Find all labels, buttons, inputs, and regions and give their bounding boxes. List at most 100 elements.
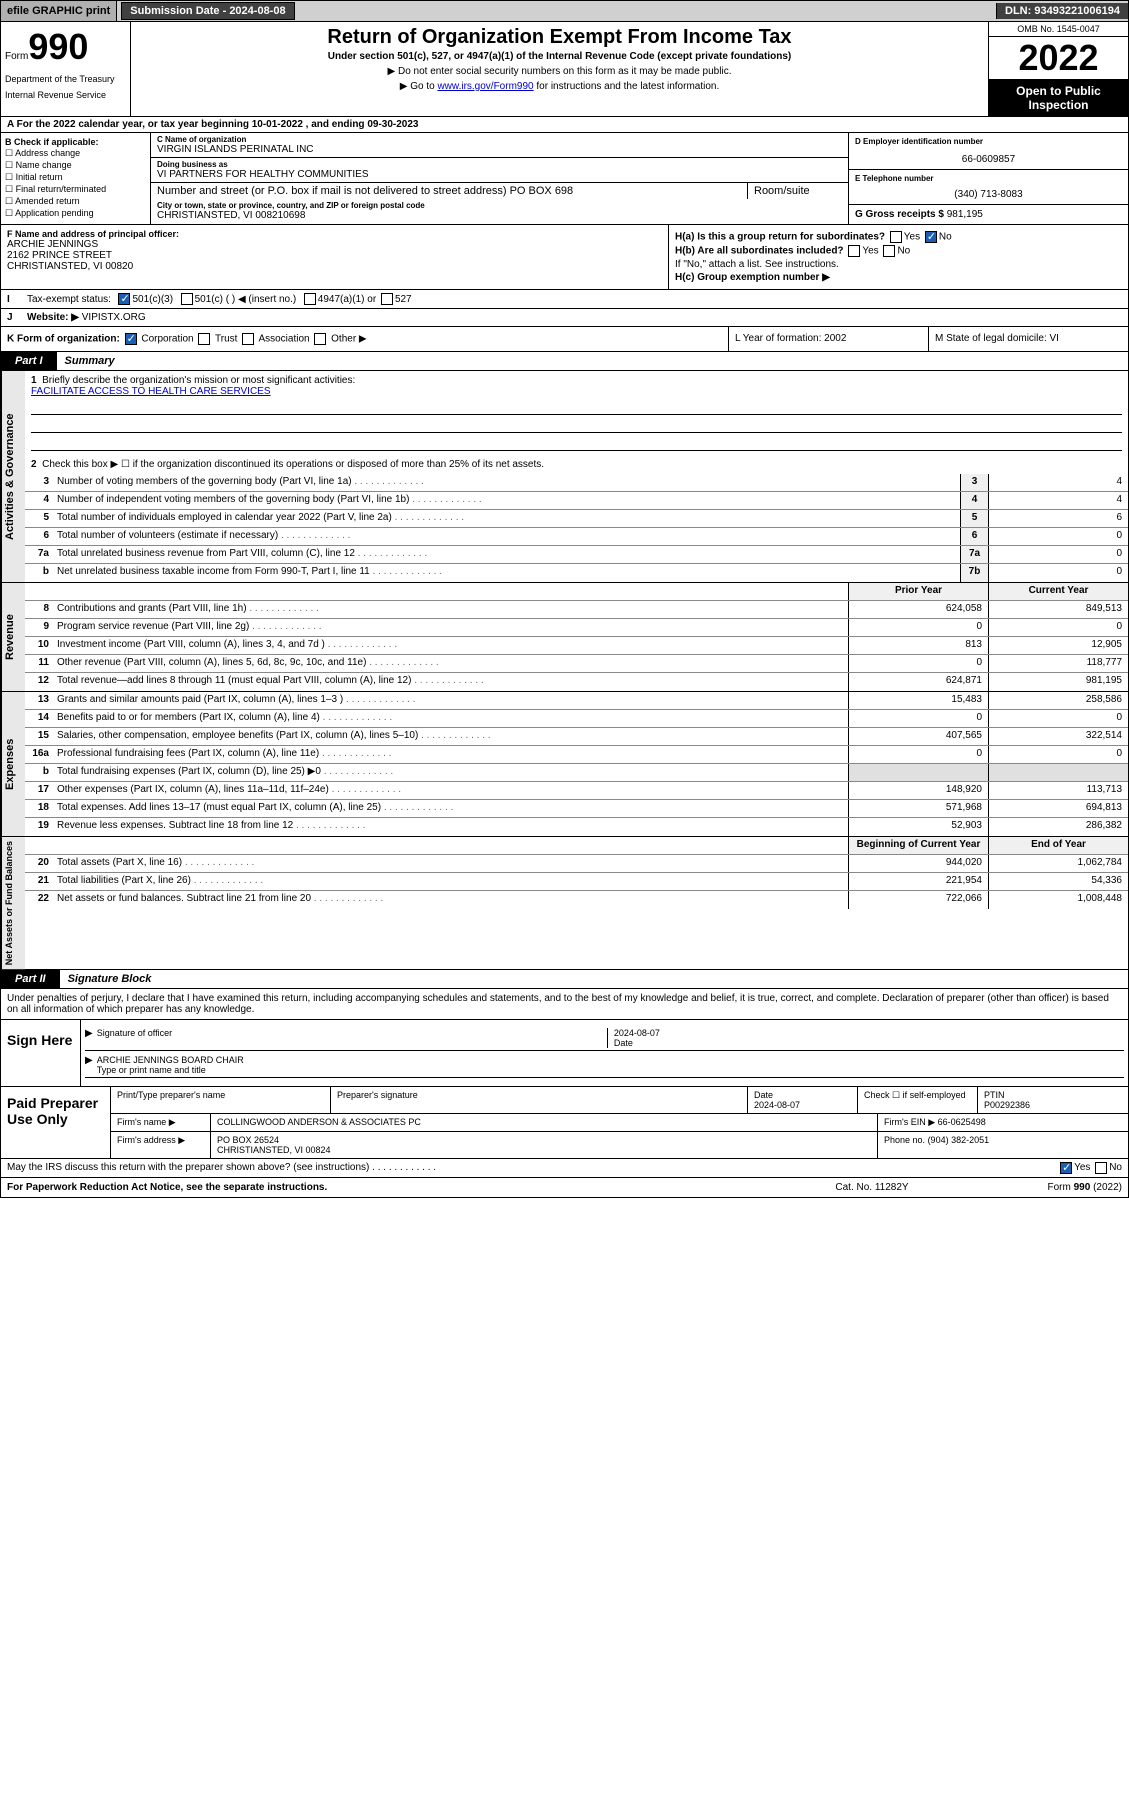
sig-date-col: 2024-08-07 Date: [607, 1028, 1124, 1048]
ha-yes[interactable]: [890, 231, 902, 243]
part1-title: Summary: [57, 352, 123, 370]
chk-527[interactable]: [381, 293, 393, 305]
tax-exempt-text: Tax-exempt status:: [27, 294, 111, 305]
efile-label: efile GRAPHIC print: [1, 1, 117, 21]
chk-pending[interactable]: ☐ Application pending: [5, 208, 146, 219]
table-row: 13 Grants and similar amounts paid (Part…: [25, 692, 1128, 710]
firm-addr2: CHRISTIANSTED, VI 00824: [217, 1145, 871, 1155]
part2-title: Signature Block: [60, 970, 160, 988]
footer-mid: Cat. No. 11282Y: [772, 1182, 972, 1193]
hdr-prior: Prior Year: [848, 583, 988, 600]
firm-lbl: Firm's name ▶: [111, 1114, 211, 1131]
check-b-label: B Check if applicable:: [5, 137, 99, 147]
hb-no[interactable]: [883, 245, 895, 257]
chk-assoc[interactable]: [242, 333, 254, 345]
table-row: 14 Benefits paid to or for members (Part…: [25, 710, 1128, 728]
sig-name: ARCHIE JENNINGS BOARD CHAIR: [97, 1055, 1124, 1065]
chk-501c3[interactable]: [118, 293, 130, 305]
may-irs-text: May the IRS discuss this return with the…: [7, 1162, 1058, 1174]
exp-body: 13 Grants and similar amounts paid (Part…: [25, 692, 1128, 836]
form-header: Form990 Department of the Treasury Inter…: [0, 22, 1129, 117]
chk-final[interactable]: ☐ Final return/terminated: [5, 184, 146, 195]
table-row: 11 Other revenue (Part VIII, column (A),…: [25, 655, 1128, 673]
principal-officer: F Name and address of principal officer:…: [1, 225, 668, 289]
city-lbl: City or town, state or province, country…: [157, 201, 842, 210]
form-header-mid: Return of Organization Exempt From Incom…: [131, 22, 988, 116]
chk-initial[interactable]: ☐ Initial return: [5, 172, 146, 183]
underline-2: [31, 421, 1122, 433]
footer-left: For Paperwork Reduction Act Notice, see …: [7, 1182, 772, 1193]
org-name-lbl: C Name of organization: [157, 135, 842, 144]
hb-yes[interactable]: [848, 245, 860, 257]
mission-link[interactable]: FACILITATE ACCESS TO HEALTH CARE SERVICE…: [31, 386, 271, 397]
gross-lbl: G Gross receipts $: [855, 209, 944, 220]
table-row: 3 Number of voting members of the govern…: [25, 474, 1128, 492]
part2-lbl: Part II: [1, 970, 60, 988]
table-row: 10 Investment income (Part VIII, column …: [25, 637, 1128, 655]
chk-501c[interactable]: [181, 293, 193, 305]
prep-check: Check ☐ if self-employed: [858, 1087, 978, 1113]
part2-header: Part II Signature Block: [0, 970, 1129, 989]
table-row: 21 Total liabilities (Part X, line 26) 2…: [25, 873, 1128, 891]
note2-post: for instructions and the latest informat…: [534, 81, 720, 92]
chk-name[interactable]: ☐ Name change: [5, 160, 146, 171]
chk-4947[interactable]: [304, 293, 316, 305]
ptin-lbl: PTIN: [984, 1090, 1005, 1100]
may-no[interactable]: [1095, 1162, 1107, 1174]
paid-hdr: Print/Type preparer's name Preparer's si…: [111, 1087, 1128, 1114]
chk-amended[interactable]: ☐ Amended return: [5, 196, 146, 207]
phone-lbl: Phone no.: [884, 1135, 925, 1145]
addr-val: PO BOX 698: [510, 185, 574, 197]
website-lbl: Website: ▶: [27, 312, 79, 323]
row-j-lbl: J: [7, 312, 27, 323]
table-row: 19 Revenue less expenses. Subtract line …: [25, 818, 1128, 836]
city-row: City or town, state or province, country…: [151, 199, 848, 223]
form-note-1: ▶ Do not enter social security numbers o…: [135, 66, 984, 77]
form990-link[interactable]: www.irs.gov/Form990: [437, 81, 533, 92]
efile-text: efile GRAPHIC print: [7, 5, 110, 17]
chk-trust[interactable]: [198, 333, 210, 345]
chk-corp[interactable]: [125, 333, 137, 345]
prep-sig-lbl: Preparer's signature: [331, 1087, 748, 1113]
sign-block: Sign Here Signature of officer 2024-08-0…: [0, 1020, 1129, 1087]
form-title: Return of Organization Exempt From Incom…: [135, 26, 984, 49]
hdr-end: End of Year: [988, 837, 1128, 854]
firm-addr-col: PO BOX 26524 CHRISTIANSTED, VI 00824: [211, 1132, 878, 1158]
chk-other[interactable]: [314, 333, 326, 345]
tel-val: (340) 713-8083: [855, 189, 1122, 200]
firm-phone-col: Phone no. (904) 382-2051: [878, 1132, 1128, 1158]
rk-text: K Form of organization:: [7, 334, 120, 345]
sig-date-lbl: Date: [614, 1038, 633, 1048]
hb-line: H(b) Are all subordinates included? Yes …: [675, 245, 1122, 257]
form-header-left: Form990 Department of the Treasury Inter…: [1, 22, 131, 116]
addr-lbl: Number and street (or P.O. box if mail i…: [157, 185, 507, 197]
rev-header: Prior Year Current Year: [25, 583, 1128, 601]
paid-right: Print/Type preparer's name Preparer's si…: [111, 1087, 1128, 1158]
sig-name-lbl: Type or print name and title: [97, 1065, 206, 1075]
table-row: 16a Professional fundraising fees (Part …: [25, 746, 1128, 764]
col-b-checkboxes: B Check if applicable: ☐ Address change …: [1, 133, 151, 224]
prep-name-lbl: Print/Type preparer's name: [111, 1087, 331, 1113]
ha-line: H(a) Is this a group return for subordin…: [675, 231, 1122, 243]
may-yes[interactable]: [1060, 1162, 1072, 1174]
row-a-text: A For the 2022 calendar year, or tax yea…: [7, 119, 418, 130]
firm-ein-lbl: Firm's EIN ▶: [884, 1117, 935, 1127]
form-note-2: ▶ Go to www.irs.gov/Form990 for instruct…: [135, 81, 984, 92]
ein-lbl: D Employer identification number: [855, 137, 1122, 146]
section-bcd: B Check if applicable: ☐ Address change …: [0, 133, 1129, 225]
ptin-val: P00292386: [984, 1100, 1030, 1110]
room-lbl: Room/suite: [754, 185, 810, 197]
form-prefix: Form: [5, 51, 28, 62]
row-j: J Website: ▶ VIPISTX.ORG: [0, 309, 1129, 327]
part1-header: Part I Summary: [0, 352, 1129, 371]
ha-no[interactable]: [925, 231, 937, 243]
table-expenses: Expenses 13 Grants and similar amounts p…: [0, 692, 1129, 837]
firm-name: COLLINGWOOD ANDERSON & ASSOCIATES PC: [211, 1114, 878, 1131]
group-return: H(a) Is this a group return for subordin…: [668, 225, 1128, 289]
dept-treasury: Department of the Treasury: [5, 74, 126, 84]
chk-address[interactable]: ☐ Address change: [5, 148, 146, 159]
prep-date-col: Date 2024-08-07: [748, 1087, 858, 1113]
table-row: 5 Total number of individuals employed i…: [25, 510, 1128, 528]
form-number: Form990: [5, 26, 126, 68]
table-governance: Activities & Governance 1 Briefly descri…: [0, 371, 1129, 583]
